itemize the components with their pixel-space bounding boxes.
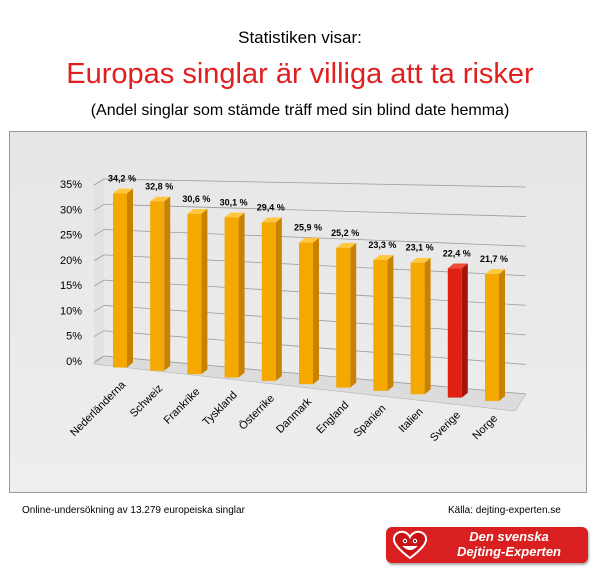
bar	[261, 222, 276, 381]
bar	[410, 262, 425, 395]
bar-side	[387, 255, 394, 391]
logo: Den svenska Dejting-Experten	[386, 527, 588, 563]
bar-top	[447, 263, 468, 269]
logo-line-2: Dejting-Experten	[456, 544, 561, 559]
bar-chart: 0% 5% 10% 15% 20% 25% 30% 35% 34,2 % Nederländern…	[60, 173, 527, 444]
data-label: 23,3 %	[368, 240, 396, 250]
data-label: 30,1 %	[220, 197, 248, 207]
gridline-side	[93, 330, 105, 338]
bar	[373, 259, 388, 391]
bar-top	[224, 212, 245, 218]
heart-face-icon	[392, 530, 428, 560]
x-tick-label: England	[314, 399, 351, 436]
gridline-side	[93, 355, 105, 363]
y-tick-label: 20%	[60, 255, 82, 267]
data-label: 32,8 %	[145, 181, 173, 191]
bar-side	[313, 237, 319, 385]
bar-side	[127, 188, 133, 368]
data-label: 30,6 %	[182, 194, 210, 204]
chart-side-wall	[94, 179, 104, 364]
bar-side	[275, 217, 282, 381]
chart-area: 0% 5% 10% 15% 20% 25% 30% 35% 34,2 % Nederländern…	[9, 131, 587, 493]
bar-top	[187, 208, 208, 214]
bar-side	[238, 212, 245, 378]
gridline-side	[93, 279, 105, 287]
y-tick-label: 0%	[66, 356, 82, 368]
data-label: 22,4 %	[443, 248, 471, 258]
y-tick-label: 5%	[66, 331, 82, 343]
bar-top	[373, 255, 394, 260]
bar-top	[410, 257, 431, 263]
bar	[299, 242, 313, 385]
bar	[150, 201, 165, 371]
bar-side	[461, 263, 468, 398]
pre-title: Statistiken visar:	[238, 28, 362, 47]
y-tick-label: 10%	[60, 305, 82, 317]
bar	[485, 274, 499, 401]
survey-footnote: Online-undersökning av 13.279 europeiska…	[22, 505, 245, 516]
data-label: 29,4 %	[257, 202, 285, 212]
bar	[113, 193, 127, 368]
bar-side	[201, 208, 208, 375]
bar	[447, 268, 462, 398]
gridline-side	[93, 229, 105, 236]
data-label: 34,2 %	[108, 173, 136, 183]
y-tick-label: 25%	[60, 230, 82, 242]
bar	[187, 213, 202, 375]
bar-top	[113, 188, 133, 194]
gridline-side	[93, 305, 105, 312]
data-label: 25,2 %	[331, 228, 359, 238]
data-label: 23,1 %	[406, 243, 434, 253]
x-tick-label: Italien	[396, 406, 425, 435]
x-tick-label: Tyskland	[201, 389, 240, 428]
bar-top	[150, 196, 171, 202]
x-tick-label: Österrike	[237, 392, 277, 432]
y-tick-label: 30%	[60, 204, 82, 216]
y-tick-label: 35%	[60, 179, 82, 191]
gridline	[103, 178, 527, 188]
subtitle: (Andel singlar som stämde träff med sin …	[90, 102, 510, 119]
bar	[224, 217, 239, 378]
bar-top	[336, 243, 357, 248]
bar-side	[164, 196, 171, 371]
gridline-side	[93, 254, 105, 262]
x-tick-label: Nederländerna	[68, 378, 129, 439]
bar-side	[424, 257, 431, 395]
source-footnote: Källa: dejting-experten.se	[448, 505, 561, 516]
bar-top	[485, 269, 505, 275]
data-label: 25,9 %	[294, 223, 322, 233]
x-tick-label: Frankrike	[162, 386, 203, 427]
bar-top	[299, 237, 319, 243]
gridline-side	[93, 203, 105, 211]
page-title: Europas singlar är villiga att ta risker	[66, 58, 534, 90]
x-tick-label: Spanien	[351, 403, 388, 440]
bar-side	[499, 269, 505, 401]
bar-side	[350, 243, 357, 388]
x-tick-label: Danmark	[274, 395, 314, 435]
logo-line-1: Den svenska	[469, 529, 549, 544]
data-label: 21,7 %	[480, 254, 508, 264]
x-tick-label: Sverige	[428, 409, 463, 444]
y-tick-label: 15%	[60, 280, 82, 292]
gridline-side	[93, 178, 105, 186]
x-tick-label: Norge	[470, 413, 500, 443]
x-tick-label: Schweiz	[128, 382, 165, 419]
bar-top	[261, 217, 282, 223]
bar	[336, 247, 351, 388]
gridline	[103, 203, 527, 217]
